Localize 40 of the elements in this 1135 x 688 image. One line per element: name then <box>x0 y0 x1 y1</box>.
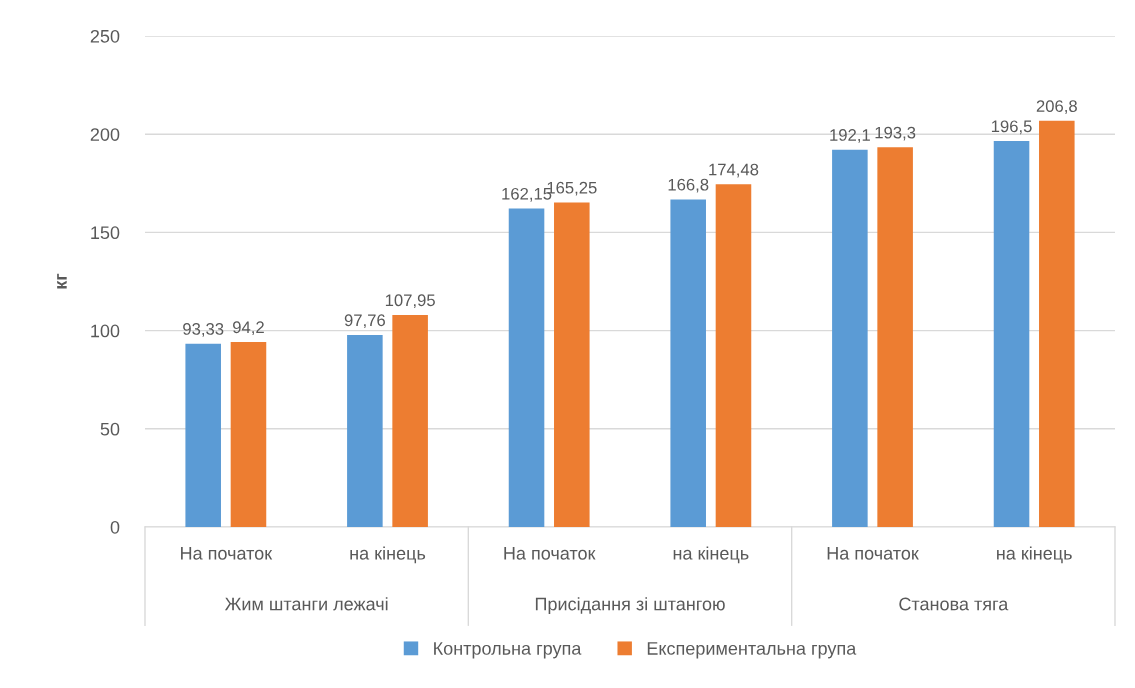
bar <box>832 149 868 527</box>
text: Станова тяга <box>899 597 1009 611</box>
data-label: 174,48 <box>709 163 759 178</box>
text: Присідання зі штангою <box>535 597 725 614</box>
bar <box>230 341 267 527</box>
bar <box>185 343 221 527</box>
bar <box>670 199 706 527</box>
y-tick-label: 200 <box>90 128 120 141</box>
bar <box>554 202 590 527</box>
bar <box>715 184 752 527</box>
bar <box>347 335 383 527</box>
data-label: 193,3 <box>875 126 916 141</box>
legend-label: Експериментальна група <box>647 642 857 659</box>
data-label: 94,2 <box>233 321 264 336</box>
legend-label: Контрольна група <box>434 642 582 659</box>
data-label: 196,5 <box>991 120 1032 135</box>
y-tick-label: 250 <box>90 29 120 43</box>
bar <box>392 314 428 527</box>
y-axis-title: кг <box>57 273 67 289</box>
y-tick-label: 100 <box>91 324 120 338</box>
y-tick-label: 0 <box>110 520 120 534</box>
x-tick-label: на кінець <box>997 546 1072 564</box>
x-tick-label: На початок <box>827 547 919 560</box>
x-tick-label: на кінець <box>350 546 426 564</box>
bar <box>508 208 545 527</box>
y-tick-label: 50 <box>100 422 120 436</box>
bar <box>993 141 1030 527</box>
y-tick-label: 150 <box>91 226 120 240</box>
data-label: 97,76 <box>344 314 385 329</box>
data-label: 192,1 <box>830 129 870 143</box>
x-tick-label: на кінець <box>673 546 749 564</box>
data-label: 93,33 <box>183 323 224 337</box>
data-label: 107,95 <box>385 294 435 309</box>
x-tick-label: На початок <box>181 547 273 560</box>
x-tick-label: На початок <box>504 547 596 560</box>
bar <box>877 147 913 527</box>
data-label: 166,8 <box>668 178 709 193</box>
bar <box>1039 120 1075 527</box>
data-label: 206,8 <box>1036 100 1077 114</box>
text: Жим штанги лежачі <box>224 597 388 611</box>
